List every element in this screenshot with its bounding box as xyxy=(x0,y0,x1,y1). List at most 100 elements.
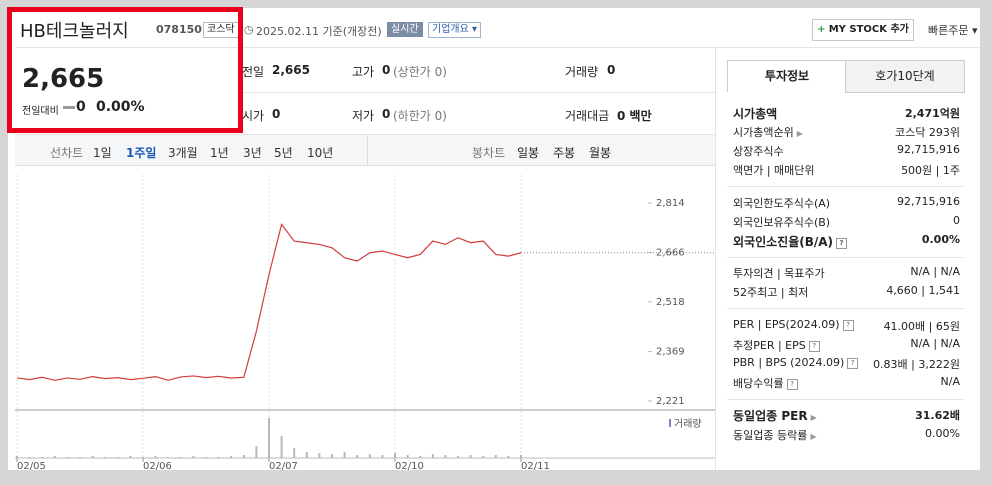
volume-bar xyxy=(142,457,144,458)
stock-name: HB테크놀러지 xyxy=(20,21,129,42)
volume-bar xyxy=(104,457,107,458)
invest-label: 추정PER | EPS xyxy=(733,339,806,352)
invest-row: 외국인소진율(B/A)? 0.00% xyxy=(733,233,960,250)
invest-label: 배당수익률 xyxy=(733,377,784,390)
invest-value: 2,471억원 xyxy=(904,107,960,120)
invest-row: 외국인보유주식수(B) 0 xyxy=(733,214,960,230)
tab-label: 선차트 xyxy=(50,146,84,160)
volume-bar xyxy=(419,456,422,458)
summary-bottom xyxy=(15,134,715,135)
period-tab[interactable]: 3개월 xyxy=(168,146,198,160)
help-icon[interactable]: ? xyxy=(836,237,848,249)
volume-bar xyxy=(192,456,195,458)
volume-bar xyxy=(520,455,522,458)
candle-tab[interactable]: 일봉 xyxy=(517,146,540,160)
period-tab[interactable]: 1일 xyxy=(93,146,112,160)
tab-label: 봉차트 xyxy=(472,146,506,160)
y-tick-label: 2,221 xyxy=(656,396,685,407)
volume-bar xyxy=(431,454,434,458)
candle-tab[interactable]: 월봉 xyxy=(589,146,612,160)
company-info[interactable]: 기업개요 ▾ xyxy=(428,22,482,38)
volume-bar xyxy=(343,452,346,458)
volume-bar xyxy=(444,455,447,458)
summary-divider xyxy=(240,92,715,93)
help-icon[interactable]: ? xyxy=(847,357,859,369)
volume-bar xyxy=(469,455,472,458)
invest-row: 시가총액순위 ▶ 코스닥 293위 xyxy=(733,124,960,140)
candle-tab[interactable]: 주봉 xyxy=(553,146,576,160)
invest-tab[interactable]: 호가10단계 xyxy=(845,60,965,93)
change-label: 전일대비 xyxy=(22,106,59,117)
summary-value: 0 xyxy=(272,107,281,121)
stock-code: 078150 xyxy=(156,23,202,36)
volume-bar xyxy=(331,454,333,458)
summary-extra: (하한가 0) xyxy=(393,109,447,123)
invest-label: 동일업종 PER xyxy=(733,409,808,423)
help-icon[interactable]: ? xyxy=(842,319,854,331)
invest-value: 4,660 | 1,541 xyxy=(886,284,960,297)
period-tab[interactable]: 1주일 xyxy=(126,146,157,160)
help-icon[interactable]: ? xyxy=(808,340,820,352)
volume-bar xyxy=(129,456,132,458)
volume-bar xyxy=(457,456,459,458)
period-tab[interactable]: 10년 xyxy=(307,146,334,160)
invest-label: 액면가 | 매매단위 xyxy=(733,164,815,177)
invest-row: PBR | BPS (2024.09)? 0.83배 | 3,222원 xyxy=(733,356,960,371)
volume-bar xyxy=(242,455,245,458)
summary-label: 시가 xyxy=(242,109,265,123)
invest-divider xyxy=(727,308,964,309)
period-tab[interactable]: 3년 xyxy=(243,146,262,160)
change-rate: 0.00% xyxy=(96,99,145,115)
volume-bar xyxy=(217,457,220,458)
volume-bar xyxy=(91,456,94,458)
current-price: 2,665 xyxy=(22,64,105,94)
help-icon[interactable]: ? xyxy=(786,378,798,390)
company-info-text: 기업개요 xyxy=(432,24,469,35)
x-tick-label: 02/11 xyxy=(521,461,550,472)
summary-value: 2,665 xyxy=(272,63,310,77)
change: 0 xyxy=(76,99,86,115)
price-line xyxy=(16,223,522,381)
my-stock-button[interactable]: + MY STOCK 추가 xyxy=(812,19,914,41)
volume-legend: 거래량 xyxy=(674,418,702,430)
chart-tabs xyxy=(15,135,715,166)
invest-tab[interactable]: 투자정보 xyxy=(727,60,847,92)
invest-label: PBR | BPS (2024.09) xyxy=(733,356,845,369)
invest-label: 시가총액순위 xyxy=(733,126,794,139)
invest-value: 92,715,916 xyxy=(897,143,960,156)
volume-bar xyxy=(280,436,283,458)
invest-value: 92,715,916 xyxy=(897,195,960,208)
period-tab[interactable]: 1년 xyxy=(210,146,229,160)
arrow-icon: ▶ xyxy=(810,432,817,441)
volume-bar xyxy=(167,457,170,458)
volume-bar xyxy=(205,457,207,458)
invest-row: 추정PER | EPS? N/A | N/A xyxy=(733,337,960,353)
volume-bar xyxy=(318,453,321,458)
invest-label: 외국인소진율(B/A) xyxy=(733,235,834,249)
y-tick-label: 2,369 xyxy=(656,347,685,358)
invest-value: 코스닥 293위 xyxy=(895,126,960,139)
volume-bar xyxy=(482,456,485,458)
volume-bar xyxy=(28,457,31,458)
volume-bar xyxy=(381,455,384,458)
panel-divider xyxy=(715,47,716,470)
quick-order[interactable]: 빠른주문 ▾ xyxy=(928,24,978,37)
summary-label: 거래량 xyxy=(565,65,599,79)
invest-label: 동일업종 등락률 xyxy=(733,429,808,442)
invest-label: 시가총액 xyxy=(733,107,778,121)
volume-bar xyxy=(255,446,258,458)
volume-bar xyxy=(356,455,359,458)
highlight-box xyxy=(7,7,243,133)
invest-row: 52주최고 | 최저 4,660 | 1,541 xyxy=(733,284,960,300)
invest-row: 투자의견 | 목표주가 N/A | N/A xyxy=(733,265,960,281)
realtime-badge[interactable]: 실시간 xyxy=(387,22,423,37)
invest-row: 동일업종 PER ▶ 31.62배 xyxy=(733,407,960,424)
invest-value: 0 xyxy=(953,214,960,227)
summary-label: 저가 xyxy=(352,109,375,123)
invest-value: 0.00% xyxy=(925,427,960,440)
volume-bar xyxy=(154,456,157,458)
x-tick-label: 02/10 xyxy=(395,461,424,472)
period-tab[interactable]: 5년 xyxy=(274,146,293,160)
